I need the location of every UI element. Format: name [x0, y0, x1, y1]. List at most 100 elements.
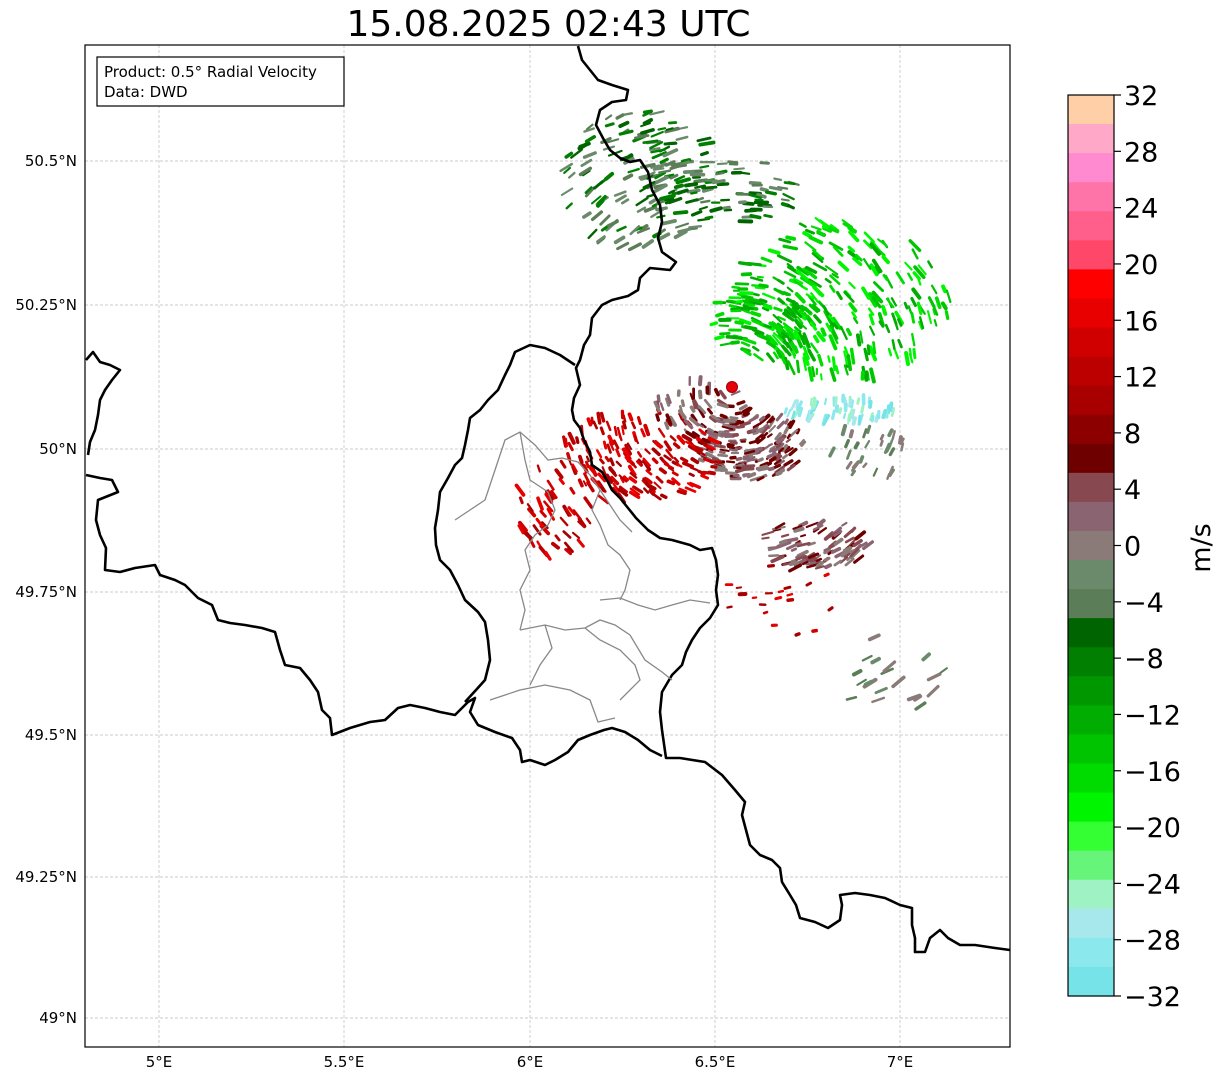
velocity-echo [798, 222, 807, 228]
velocity-echo [738, 404, 748, 411]
velocity-echo [565, 507, 572, 517]
velocity-echo [586, 417, 593, 427]
velocity-echo [571, 531, 581, 539]
velocity-echo [753, 353, 764, 362]
velocity-echo [807, 366, 814, 382]
velocity-echo [781, 331, 790, 339]
velocity-echo [758, 415, 766, 422]
velocity-echo [852, 538, 863, 548]
velocity-echo [685, 440, 694, 447]
velocity-echo [748, 415, 759, 423]
velocity-echo [526, 503, 534, 513]
velocity-echo [739, 438, 747, 442]
velocity-echo [796, 541, 811, 548]
velocity-echo [559, 459, 567, 469]
velocity-echo [585, 460, 590, 469]
velocity-echo [864, 440, 871, 449]
velocity-echo [738, 200, 747, 205]
velocity-echo [802, 356, 808, 372]
velocity-echo [554, 534, 561, 542]
velocity-echo [775, 468, 786, 476]
velocity-echo [870, 656, 881, 665]
velocity-echo [776, 349, 783, 359]
velocity-echo [845, 695, 858, 701]
velocity-echo [757, 466, 770, 472]
velocity-echo [653, 400, 661, 413]
velocity-echo [683, 419, 694, 430]
velocity-echo [659, 402, 665, 411]
velocity-echo [663, 141, 678, 146]
velocity-echo [654, 175, 669, 185]
velocity-echo [612, 439, 620, 450]
velocity-echo [633, 134, 650, 140]
velocity-echo [664, 421, 670, 430]
velocity-echo [767, 545, 781, 549]
velocity-echo [697, 408, 706, 419]
velocity-echo [635, 196, 649, 207]
velocity-echo [881, 408, 888, 420]
velocity-echo [888, 465, 894, 474]
velocity-echo [544, 550, 552, 561]
velocity-echo [577, 478, 584, 488]
velocity-echo [693, 178, 709, 184]
velocity-echo [585, 455, 590, 463]
velocity-echo [660, 493, 668, 500]
velocity-echo [918, 316, 925, 330]
velocity-echo [858, 541, 868, 549]
velocity-echo [615, 448, 621, 458]
velocity-echo [599, 214, 611, 226]
velocity-echo [844, 439, 850, 449]
velocity-echo [809, 397, 813, 407]
velocity-echo [876, 247, 886, 257]
velocity-echo [805, 581, 813, 587]
velocity-echo [926, 672, 942, 682]
velocity-echo [575, 436, 580, 445]
info-product: Product: 0.5° Radial Velocity [104, 63, 317, 81]
velocity-echo [813, 314, 822, 324]
velocity-echo [884, 323, 891, 334]
velocity-echo [768, 456, 777, 463]
velocity-echo [641, 239, 654, 249]
velocity-echo [867, 633, 881, 642]
velocity-echo [843, 290, 855, 303]
velocity-echo [781, 335, 790, 349]
velocity-echo [726, 445, 736, 450]
velocity-echo [782, 311, 795, 322]
velocity-echo [921, 652, 931, 662]
velocity-echo [514, 483, 526, 497]
velocity-echo [851, 416, 857, 426]
velocity-echo [639, 184, 652, 193]
velocity-echo [589, 466, 597, 475]
velocity-echo [834, 365, 840, 375]
velocity-echo [582, 151, 597, 159]
velocity-echo [815, 561, 824, 568]
velocity-echo [850, 549, 861, 560]
velocity-echo [643, 205, 658, 213]
velocity-echo [802, 231, 813, 239]
velocity-echo [788, 419, 796, 429]
velocity-echo [704, 215, 714, 220]
velocity-echo [791, 410, 796, 421]
velocity-echo [732, 473, 740, 478]
velocity-echo [792, 400, 797, 409]
velocity-echo [772, 324, 782, 334]
velocity-echo [783, 181, 796, 186]
lat-tick-label: 49.5°N [25, 726, 77, 744]
velocity-echo [776, 420, 786, 430]
velocity-echo [812, 398, 817, 408]
velocity-echo [758, 464, 768, 470]
velocity-echo [824, 265, 839, 276]
velocity-echo [727, 160, 739, 165]
velocity-echo [704, 451, 714, 459]
velocity-echo [792, 277, 804, 285]
velocity-echo [675, 463, 683, 468]
velocity-echo [751, 425, 759, 433]
velocity-echo [812, 249, 823, 259]
velocity-echo [796, 400, 803, 412]
velocity-echo [719, 413, 728, 419]
velocity-echo [619, 476, 625, 484]
velocity-echo [800, 534, 807, 538]
velocity-echo [696, 136, 712, 143]
velocity-echo [707, 470, 716, 476]
velocity-echo [733, 167, 745, 171]
